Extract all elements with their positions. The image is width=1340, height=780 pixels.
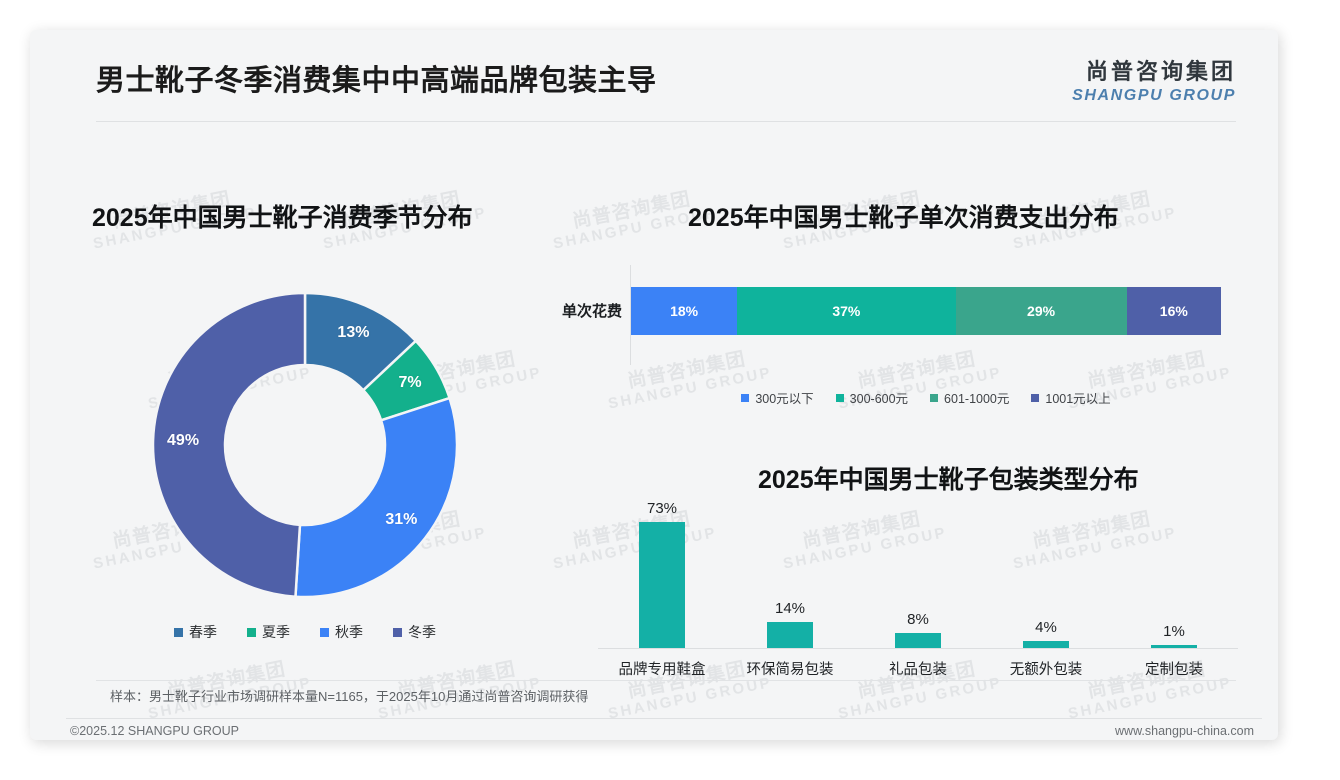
legend-swatch-icon (1031, 393, 1040, 402)
stacked-bar-segment[interactable]: 16% (1126, 287, 1221, 335)
season-donut-chart: 13% 7% 31% 49% 春季 夏季 秋季 冬季 (90, 160, 530, 680)
legend-swatch-icon (741, 393, 750, 402)
donut-legend-item[interactable]: 夏季 (247, 622, 290, 642)
stacked-bar-chart-title: 2025年中国男士靴子单次消费支出分布 (688, 204, 1119, 232)
legend-swatch-icon (930, 393, 939, 402)
column-value-label: 1% (1163, 623, 1185, 640)
page-title: 男士靴子冬季消费集中中高端品牌包装主导 (96, 65, 657, 97)
column-value-label: 73% (646, 500, 678, 517)
column-value-label: 4% (1035, 618, 1057, 636)
donut-slice[interactable] (151, 291, 307, 599)
stacked-bar-legend-item[interactable]: 300-600元 (835, 388, 909, 407)
column-category-label: 无额外包装 (1009, 662, 1083, 678)
donut-chart-title: 2025年中国男士靴子消费季节分布 (92, 204, 473, 232)
donut-slice-label: 49% (167, 432, 200, 450)
donut-legend-label: 冬季 (408, 624, 436, 640)
spend-stacked-bar-chart: 单次花费 18% 37% 29% 16% 300元以下 300-600元 601-1000… (530, 160, 1250, 430)
column-group: 14% (726, 500, 854, 648)
footnote-divider (96, 680, 1236, 681)
column-bar[interactable] (895, 633, 941, 648)
stacked-bar-category-label: 单次花费 (561, 303, 622, 320)
brand-name-en: SHANGPU GROUP (1072, 87, 1236, 104)
donut-legend-label: 春季 (189, 624, 217, 640)
stacked-bar-legend-label: 601-1000元 (944, 392, 1010, 406)
column-category-label: 品牌专用鞋盒 (618, 662, 706, 678)
donut-slice-label: 7% (398, 373, 422, 391)
donut-legend-item[interactable]: 春季 (174, 622, 217, 642)
column-chart-title: 2025年中国男士靴子包装类型分布 (758, 466, 1139, 494)
slide-footer: ©2025.12 SHANGPU GROUP www.shangpu-china… (30, 718, 1278, 740)
slide-header: 男士靴子冬季消费集中中高端品牌包装主导 尚普咨询集团 SHANGPU GROUP (30, 30, 1278, 123)
column-group: 73% (598, 500, 726, 648)
stacked-bar-segment[interactable]: 37% (737, 287, 956, 335)
stacked-bar-legend-label: 1001元以上 (1045, 392, 1111, 406)
column-group: 1% (1110, 500, 1238, 648)
column-bar[interactable] (639, 522, 685, 648)
legend-swatch-icon (247, 627, 256, 637)
website-link[interactable]: www.shangpu-china.com (1115, 724, 1254, 738)
donut-slice[interactable] (294, 396, 459, 599)
stacked-bar-legend: 300元以下 300-600元 601-1000元 1001元以上 (631, 388, 1221, 407)
donut-graphic: 13% 7% 31% 49% (145, 285, 465, 605)
column-value-label: 14% (774, 600, 806, 618)
brand-name-cn: 尚普咨询集团 (1085, 59, 1236, 84)
column-category-label: 定制包装 (1145, 662, 1203, 678)
donut-slice-label: 31% (385, 510, 418, 528)
donut-svg (151, 291, 459, 599)
donut-legend-item[interactable]: 秋季 (320, 622, 363, 642)
stacked-bar-segment[interactable]: 18% (631, 287, 738, 335)
donut-legend: 春季 夏季 秋季 冬季 (90, 622, 520, 642)
column-bar[interactable] (767, 622, 813, 648)
brand-logo: 尚普咨询集团 SHANGPU GROUP (1072, 54, 1236, 105)
column-bar[interactable] (1023, 640, 1069, 648)
slide-canvas: 尚普咨询集团 SHANGPU GROUP 尚普咨询集团 SHANGPU GROUP 尚普… (30, 30, 1278, 740)
donut-legend-item[interactable]: 冬季 (393, 622, 436, 642)
donut-legend-label: 秋季 (335, 624, 363, 640)
stacked-bar-legend-label: 300元以下 (755, 392, 814, 406)
column-category-label: 环保简易包装 (746, 662, 834, 678)
legend-swatch-icon (393, 627, 402, 637)
stacked-bar-track: 18% 37% 29% 16% (631, 287, 1221, 335)
header-divider (96, 121, 1236, 122)
stacked-bar-legend-label: 300-600元 (849, 392, 909, 406)
column-bar[interactable] (1151, 645, 1197, 648)
legend-swatch-icon (835, 393, 844, 402)
donut-legend-label: 夏季 (262, 624, 290, 640)
footer-divider (66, 718, 1262, 719)
legend-swatch-icon (320, 627, 329, 637)
column-baseline-axis (598, 648, 1238, 649)
column-value-label: 8% (907, 611, 929, 629)
column-group: 8% (854, 500, 982, 648)
stacked-bar-legend-item[interactable]: 300元以下 (741, 388, 814, 407)
stacked-bar-axis (630, 265, 631, 365)
stacked-bar-legend-item[interactable]: 1001元以上 (1031, 388, 1111, 407)
stacked-bar-segment[interactable]: 29% (955, 287, 1127, 335)
column-group: 4% (982, 500, 1110, 648)
column-category-label: 礼品包装 (889, 662, 947, 678)
stacked-bar-legend-item[interactable]: 601-1000元 (930, 388, 1009, 407)
legend-swatch-icon (174, 627, 183, 637)
footnote-text: 样本：男士靴子行业市场调研样本量N=1165，于2025年10月通过尚普咨询调研… (110, 689, 589, 704)
column-plot-area: 73% 14% 8% 4% 1% (598, 500, 1238, 648)
donut-slice-label: 13% (337, 324, 370, 342)
package-column-chart: 73% 14% 8% 4% 1% 品牌专用鞋盒 环保简易包装 礼品包装 无额外包装 定制包装 (530, 430, 1250, 690)
copyright-text: ©2025.12 SHANGPU GROUP (70, 724, 239, 738)
